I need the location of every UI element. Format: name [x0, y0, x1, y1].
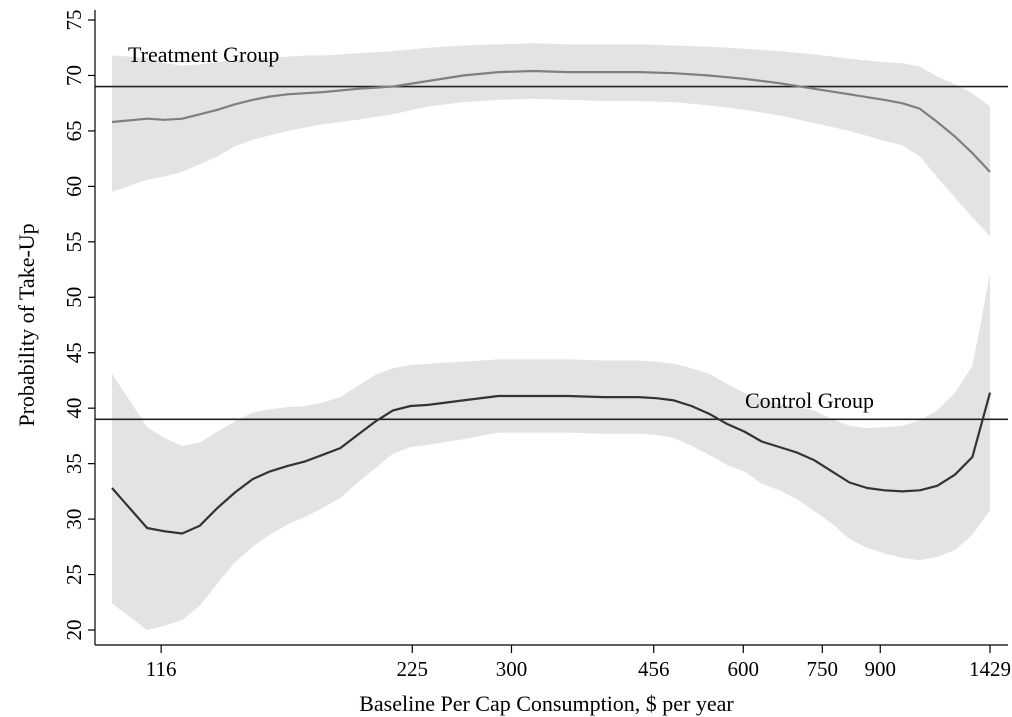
x-tick-label: 900 — [865, 657, 897, 681]
y-tick-label: 65 — [62, 120, 86, 141]
y-axis-title: Probability of Take-Up — [14, 223, 39, 426]
y-tick-label: 55 — [62, 231, 86, 252]
axes — [94, 10, 1008, 646]
y-tick-label: 60 — [62, 176, 86, 197]
x-tick-label: 300 — [496, 657, 528, 681]
y-tick-label: 40 — [62, 398, 86, 419]
treatment-group-label: Treatment Group — [128, 42, 279, 67]
confidence-bands — [112, 43, 990, 630]
y-tick-label: 75 — [62, 10, 86, 31]
treatment-group-line — [111, 69, 991, 173]
x-tick-label: 225 — [397, 657, 429, 681]
series-labels: Treatment Group Control Group — [128, 42, 874, 413]
series-lines — [111, 69, 992, 535]
y-tick-label: 30 — [62, 509, 86, 530]
x-tick-label: 456 — [638, 657, 670, 681]
y-tick-label: 50 — [62, 287, 86, 308]
x-tick-label: 600 — [728, 657, 760, 681]
reference-lines — [95, 85, 1008, 421]
x-tick-label: 1429 — [969, 657, 1011, 681]
control-group-line — [111, 392, 992, 535]
y-tick-label: 20 — [62, 620, 86, 641]
y-tick-label: 25 — [62, 564, 86, 585]
x-axis-title: Baseline Per Cap Consumption, $ per year — [359, 691, 734, 716]
control-group-label: Control Group — [745, 388, 874, 413]
y-tick-label: 45 — [62, 342, 86, 363]
x-ticks: 116 225 300 456 600 750 900 1429 — [146, 645, 1011, 681]
y-ticks: 20 25 30 35 40 45 50 55 60 65 70 75 — [62, 10, 95, 641]
x-tick-label: 750 — [807, 657, 839, 681]
y-tick-label: 35 — [62, 453, 86, 474]
y-tick-label: 70 — [62, 65, 86, 86]
control-group-confidence-band — [112, 274, 990, 630]
x-tick-label: 116 — [146, 657, 177, 681]
